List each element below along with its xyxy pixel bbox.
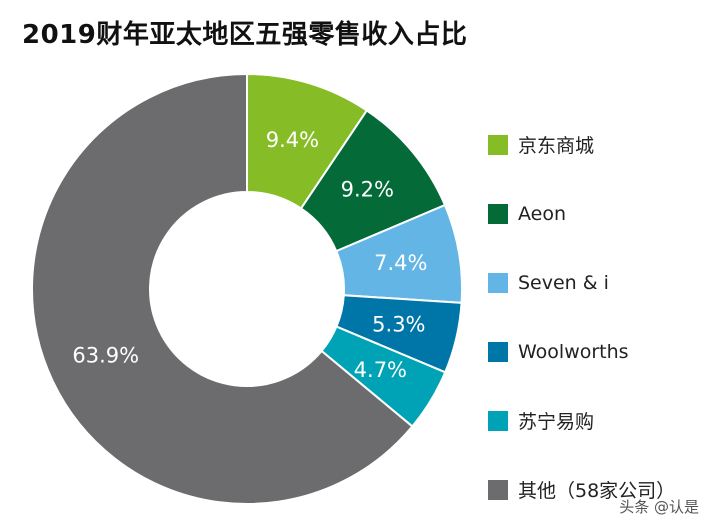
- slice-value-label: 9.2%: [341, 178, 394, 202]
- chart-title: 2019财年亚太地区五强零售收入占比: [22, 20, 468, 50]
- legend-swatch: [488, 134, 508, 155]
- legend-item-aeon: Aeon: [488, 179, 675, 248]
- legend-item-others: 其他（58家公司）: [488, 455, 675, 524]
- slice-value-label: 7.4%: [374, 251, 427, 275]
- legend-label: 京东商城: [518, 135, 595, 157]
- legend-label: 其他（58家公司）: [518, 480, 676, 502]
- legend-swatch: [488, 410, 508, 431]
- legend-item-suning: 苏宁易购: [488, 386, 675, 455]
- chart-legend: 京东商城 Aeon Seven & i Woolworths 苏宁易购 其他（5…: [488, 110, 675, 524]
- legend-swatch: [488, 272, 508, 293]
- slice-value-label: 4.7%: [354, 358, 407, 382]
- donut-value-labels: 9.4% 9.2% 7.4% 5.3% 4.7% 63.9%: [72, 128, 427, 382]
- legend-swatch: [488, 479, 508, 500]
- legend-label: Seven & i: [518, 271, 609, 294]
- donut-slice: [31, 72, 414, 505]
- slice-value-label: 63.9%: [72, 343, 139, 367]
- watermark-text: 头条 @认是: [619, 498, 699, 516]
- legend-swatch: [488, 203, 508, 224]
- legend-label: Woolworths: [518, 340, 629, 363]
- legend-label: Aeon: [518, 202, 567, 225]
- legend-swatch: [488, 341, 508, 362]
- slice-value-label: 5.3%: [372, 313, 425, 337]
- legend-item-jd: 京东商城: [488, 110, 675, 179]
- legend-item-seven-i: Seven & i: [488, 248, 675, 317]
- donut-slices: [31, 72, 463, 505]
- legend-item-woolworths: Woolworths: [488, 317, 675, 386]
- slice-value-label: 9.4%: [266, 128, 319, 152]
- legend-label: 苏宁易购: [518, 411, 595, 433]
